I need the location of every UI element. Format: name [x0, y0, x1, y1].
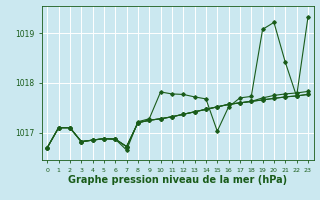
X-axis label: Graphe pression niveau de la mer (hPa): Graphe pression niveau de la mer (hPa): [68, 175, 287, 185]
